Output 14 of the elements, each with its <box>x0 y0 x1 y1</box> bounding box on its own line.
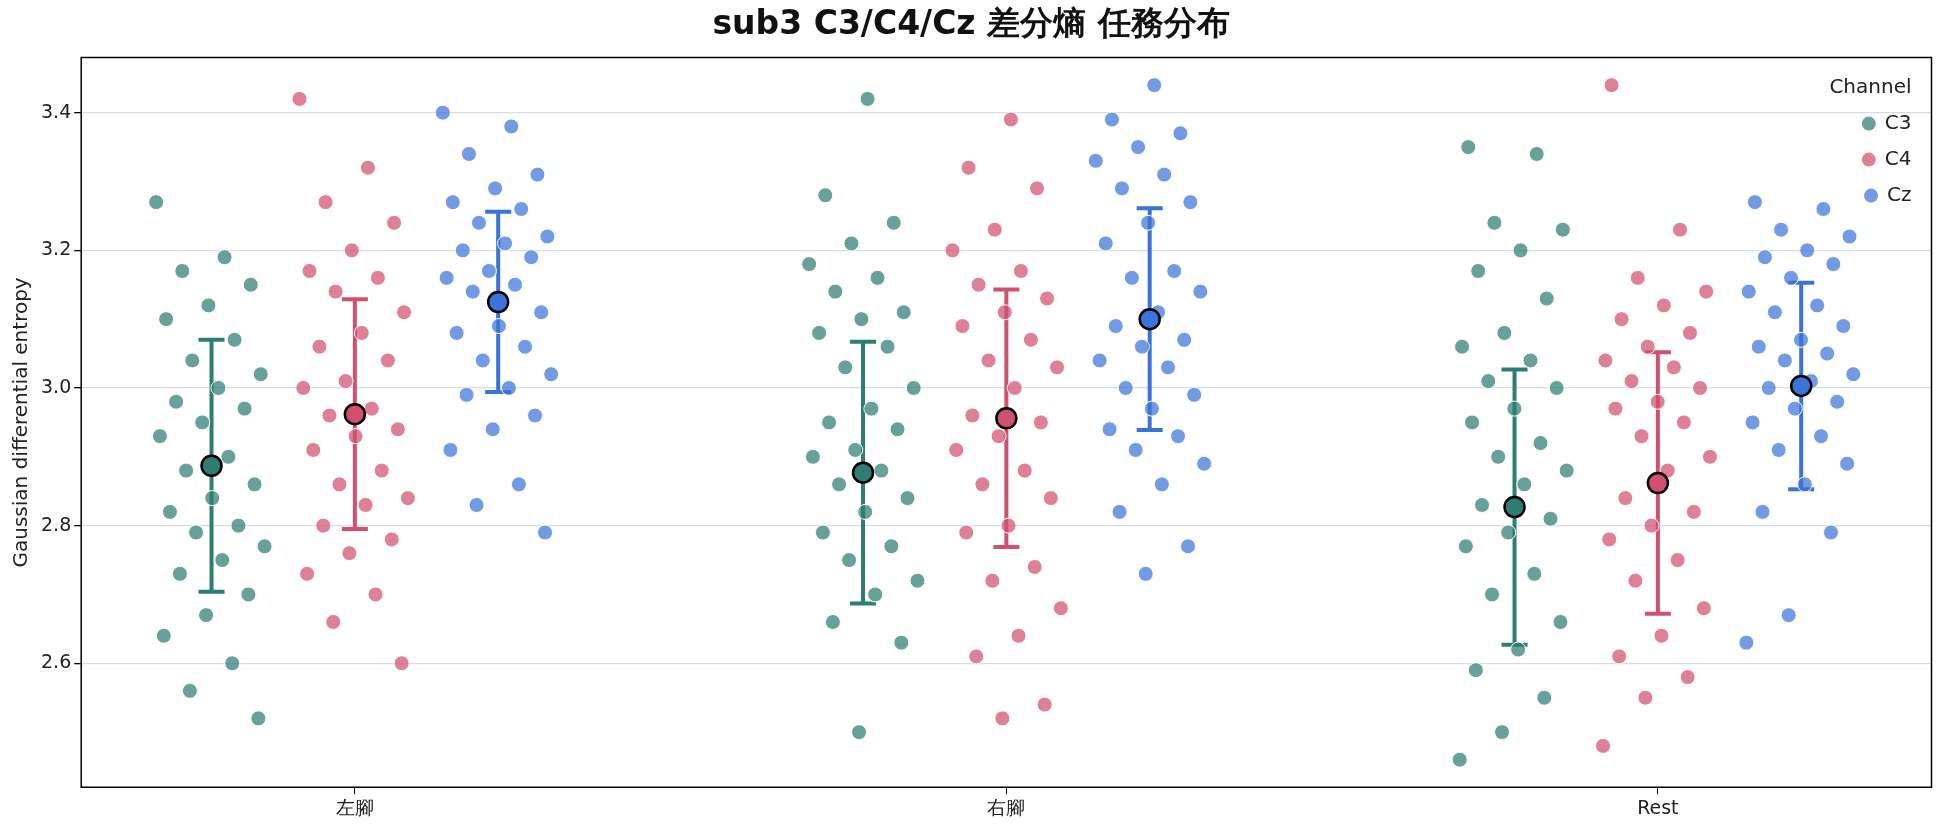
y-tick-label: 3.4 <box>41 99 72 122</box>
legend-label: C4 <box>1884 145 1912 170</box>
y-tick-label: 2.8 <box>41 512 72 535</box>
x-tick-label: Rest <box>1637 795 1679 818</box>
y-tick-label: 2.6 <box>41 650 72 673</box>
x-tick-label: 左腳 <box>335 795 374 818</box>
x-tick-label: 右腳 <box>987 795 1026 818</box>
legend-title: Channel <box>1829 73 1912 98</box>
y-tick-label: 3.0 <box>41 374 72 397</box>
y-tick-label: 3.2 <box>41 237 72 260</box>
legend-label: Cz <box>1887 181 1912 206</box>
chart-title: sub3 C3/C4/Cz 差分熵 任務分布 <box>712 3 1230 43</box>
legend-label: C3 <box>1884 109 1912 134</box>
y-axis-title: Gaussian differential entropy <box>8 277 33 568</box>
